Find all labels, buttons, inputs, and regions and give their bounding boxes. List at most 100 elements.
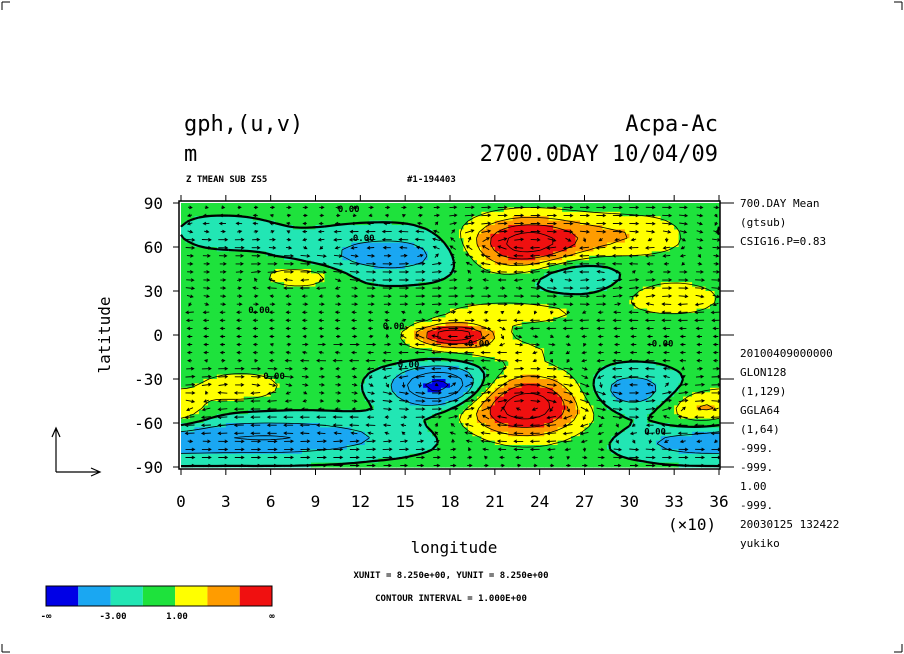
wind-vector [597, 310, 604, 315]
wind-vector [646, 229, 656, 234]
wind-vector [267, 455, 278, 460]
wind-vector [546, 270, 557, 274]
wind-vector [466, 286, 474, 290]
wind-vector [664, 382, 670, 388]
wind-vector [333, 262, 344, 266]
wind-vector [349, 229, 359, 234]
wind-vector [647, 415, 655, 419]
wind-vector [467, 269, 472, 274]
wind-vector [235, 213, 242, 218]
contour-label: 0.00 [383, 322, 405, 332]
wind-vector [645, 302, 654, 306]
wind-vector [414, 375, 425, 379]
wind-vector [679, 221, 689, 226]
wind-vector [695, 390, 706, 395]
wind-vector [237, 358, 243, 363]
wind-vector [480, 423, 491, 427]
wind-vector [679, 254, 686, 258]
wind-vector [334, 221, 341, 226]
wind-vector [513, 270, 524, 274]
right-annotations-bottom: 20100409000000 GLON128 (1,129) GGLA64 (1,64)… [740, 347, 839, 550]
annotation-line: yukiko [740, 537, 780, 550]
wind-vector [595, 254, 606, 258]
wind-vector [464, 398, 475, 403]
wind-vector [514, 205, 525, 210]
wind-vector [695, 326, 703, 331]
wind-vector [500, 334, 505, 340]
wind-vector [612, 399, 623, 404]
y-tick-label: 30 [144, 282, 163, 301]
wind-vector [597, 375, 605, 379]
wind-vector [382, 399, 393, 404]
wind-vector [598, 447, 605, 452]
wind-vector [662, 415, 670, 419]
wind-vector [187, 358, 192, 363]
wind-vector [678, 213, 689, 218]
wind-vector [613, 334, 620, 339]
contour-label: 0.00 [263, 372, 285, 382]
colorbar-label: -∞ [41, 612, 52, 622]
wind-vector [415, 278, 426, 282]
contour-label: 0.00 [468, 340, 490, 350]
wind-vector [283, 423, 294, 427]
wind-vector [695, 447, 706, 452]
wind-vector [646, 342, 653, 347]
wind-vector [662, 374, 670, 379]
wind-vector [549, 463, 555, 468]
wind-vector [530, 229, 541, 234]
wind-vector [415, 447, 426, 452]
wind-vector [482, 237, 490, 242]
wind-vector [432, 294, 442, 298]
wind-vector [349, 439, 360, 443]
wind-vector [645, 358, 655, 363]
wind-vector [697, 407, 702, 411]
wind-vector [402, 214, 406, 218]
wind-vector [547, 367, 558, 371]
wind-vector [418, 309, 422, 314]
wind-vector [204, 229, 210, 234]
wind-vector [714, 439, 718, 444]
wind-vector [220, 278, 227, 282]
wind-vector [482, 278, 489, 282]
contour-label: 0.00 [652, 340, 674, 350]
wind-vector [431, 358, 441, 363]
wind-vector [218, 245, 229, 250]
wind-vector [464, 253, 474, 258]
wind-vector [415, 261, 426, 266]
wind-vector [269, 302, 276, 306]
wind-vector [547, 286, 558, 291]
wind-vector [696, 205, 704, 210]
colorbar [45, 585, 273, 607]
wind-vector [677, 431, 688, 436]
sub-title-mid: #1-194403 [407, 175, 456, 185]
wind-vector [613, 447, 623, 452]
wind-vector [564, 447, 571, 452]
wind-vector [235, 221, 243, 226]
wind-vector [252, 213, 258, 218]
wind-vector [236, 310, 242, 315]
wind-vector [202, 221, 210, 226]
wind-vector [369, 374, 373, 380]
wind-vector [203, 334, 209, 339]
wind-vector [399, 302, 409, 306]
wind-vector [382, 278, 393, 282]
wind-vector [431, 350, 442, 355]
wind-vector [547, 391, 558, 396]
wind-vector [250, 391, 261, 395]
wind-vector [433, 447, 441, 452]
wind-vector [711, 278, 720, 282]
wind-vector [678, 278, 689, 282]
wind-vector [319, 334, 325, 339]
wind-vector [480, 431, 491, 435]
wind-vector [368, 213, 373, 218]
wind-vector [613, 277, 623, 282]
wind-vector [202, 310, 210, 315]
wind-vector [483, 463, 489, 468]
wind-vector [434, 382, 439, 387]
wind-vector [499, 455, 505, 460]
wind-vector [349, 463, 360, 468]
wind-vector [399, 447, 410, 452]
wind-vector [679, 350, 686, 355]
wind-vector [516, 310, 521, 314]
